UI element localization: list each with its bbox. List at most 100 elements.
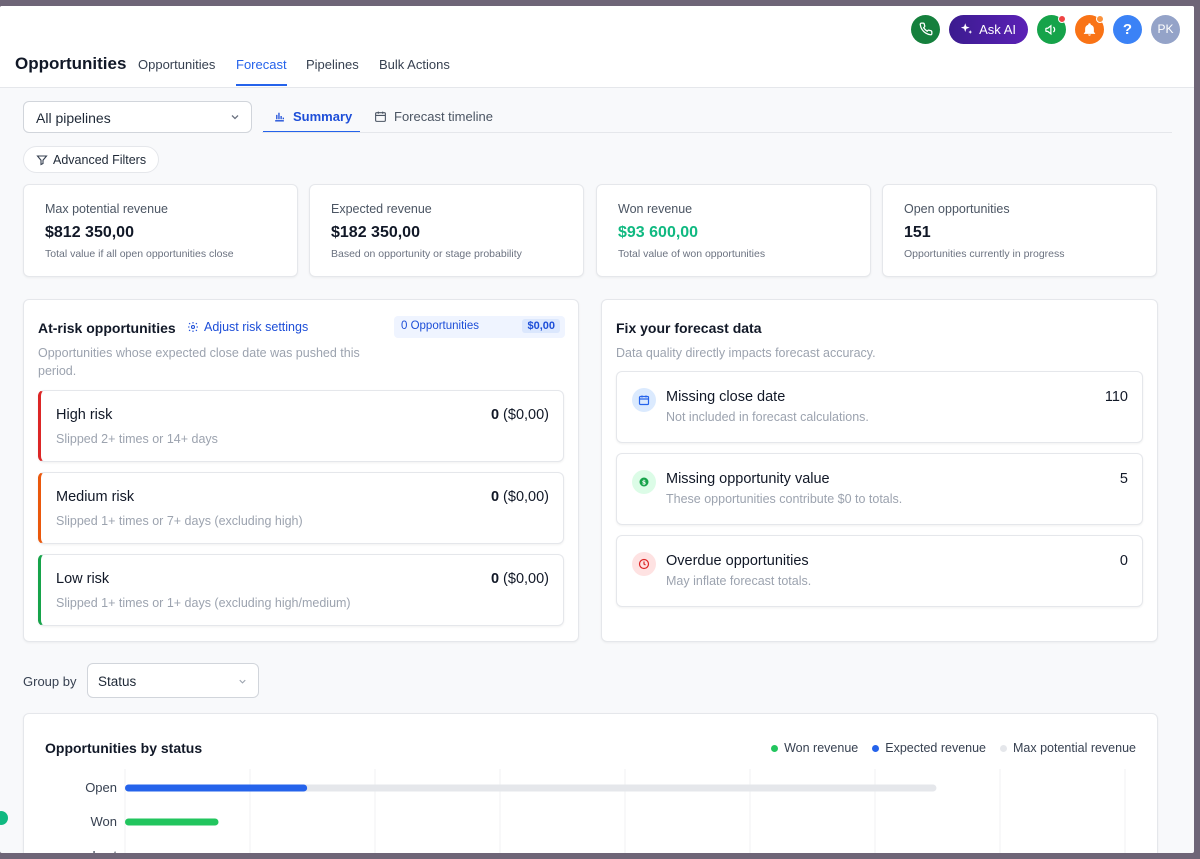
divider xyxy=(262,132,1172,133)
bar-chart-icon xyxy=(275,112,284,122)
bar-expected-revenue[interactable] xyxy=(125,784,308,792)
help-button[interactable]: ? xyxy=(1113,14,1142,44)
risk-name: High risk xyxy=(56,407,113,423)
advanced-filters-button[interactable]: Advanced Filters xyxy=(23,146,160,173)
legend-label: Expected revenue xyxy=(885,741,986,755)
legend-item: Expected revenue xyxy=(872,741,986,755)
tab-forecast[interactable]: Forecast xyxy=(236,57,287,86)
kpi-card-open-opportunities: Open opportunities 151 Opportunities cur… xyxy=(882,184,1157,277)
status-dot xyxy=(0,811,8,825)
risk-count: 0 ($0,00) xyxy=(490,407,549,423)
notification-dot xyxy=(1058,14,1066,23)
legend-label: Won revenue xyxy=(784,741,859,755)
tab-bulk-actions[interactable]: Bulk Actions xyxy=(379,57,450,72)
category-label: Won xyxy=(91,814,118,829)
header-actions: Ask AI ? PK xyxy=(911,14,1180,44)
risk-description: Slipped 1+ times or 7+ days (excluding h… xyxy=(56,514,303,528)
legend-label: Max potential revenue xyxy=(1013,741,1136,755)
chart-svg: Open Won Lost xyxy=(85,769,1126,853)
kpi-label: Expected revenue xyxy=(331,202,432,216)
kpi-subtext: Total value of won opportunities xyxy=(618,248,766,260)
at-risk-summary-badge[interactable]: 0 Opportunities $0,00 xyxy=(394,316,565,338)
fix-item-missing-value[interactable]: $ Missing opportunity value These opport… xyxy=(616,453,1143,525)
fix-item-name: Overdue opportunities xyxy=(666,553,809,569)
phone-button[interactable] xyxy=(911,14,941,44)
megaphone-icon xyxy=(1045,23,1056,35)
kpi-value: $182 350,00 xyxy=(331,224,420,241)
filter-icon xyxy=(36,154,48,165)
tab-summary[interactable]: Summary xyxy=(263,109,361,133)
risk-card-low[interactable]: Low risk Slipped 1+ times or 1+ days (ex… xyxy=(38,554,564,626)
svg-text:$: $ xyxy=(642,479,646,486)
group-by-label: Group by xyxy=(23,674,77,689)
fix-item-count: 110 xyxy=(1104,389,1128,405)
at-risk-count: 0 Opportunities xyxy=(401,320,479,332)
bell-icon xyxy=(1083,22,1096,36)
bar-won-revenue[interactable] xyxy=(125,818,219,826)
kpi-label: Open opportunities xyxy=(904,202,1010,216)
legend-item: Won revenue xyxy=(771,741,858,755)
risk-card-high[interactable]: High risk Slipped 2+ times or 14+ days 0… xyxy=(38,390,564,462)
kpi-value: $812 350,00 xyxy=(45,224,134,241)
tab-forecast-timeline-label: Forecast timeline xyxy=(394,109,493,124)
at-risk-panel: At-risk opportunities Adjust risk settin… xyxy=(23,299,579,642)
announcements-button[interactable] xyxy=(1037,14,1066,44)
avatar[interactable]: PK xyxy=(1151,14,1180,44)
fix-item-missing-close-date[interactable]: Missing close date Not included in forec… xyxy=(616,371,1143,443)
group-by-value: Status xyxy=(98,674,137,689)
at-risk-amount: $0,00 xyxy=(522,319,560,333)
tab-forecast-timeline[interactable]: Forecast timeline xyxy=(374,109,493,131)
legend-swatch xyxy=(872,744,880,752)
risk-card-medium[interactable]: Medium risk Slipped 1+ times or 7+ days … xyxy=(38,472,564,544)
pipeline-select-value: All pipelines xyxy=(36,110,111,126)
fix-item-count: 5 xyxy=(1119,471,1128,487)
at-risk-description: Opportunities whose expected close date … xyxy=(38,346,360,378)
phone-icon xyxy=(919,22,933,36)
dollar-icon: $ xyxy=(632,470,656,494)
legend-swatch xyxy=(1000,744,1007,752)
kpi-card-expected: Expected revenue $182 350,00 Based on op… xyxy=(309,184,584,277)
bar-max-potential-revenue[interactable] xyxy=(125,784,937,792)
kpi-subtext: Total value if all open opportunities cl… xyxy=(45,248,234,260)
notifications-button[interactable] xyxy=(1075,14,1104,44)
fix-item-overdue[interactable]: Overdue opportunities May inflate foreca… xyxy=(616,535,1143,607)
top-header: Opportunities Opportunities Forecast Pip… xyxy=(0,6,1194,88)
fix-item-description: May inflate forecast totals. xyxy=(666,574,812,588)
clock-icon xyxy=(632,552,656,576)
gear-icon xyxy=(188,322,198,332)
chart-panel: Opportunities by status Won revenue Expe… xyxy=(23,713,1158,853)
page-title: Opportunities xyxy=(15,54,127,73)
calendar-icon xyxy=(375,111,386,122)
risk-description: Slipped 1+ times or 1+ days (excluding h… xyxy=(56,596,351,610)
tab-opportunities[interactable]: Opportunities xyxy=(138,57,216,72)
group-by-select[interactable]: Status xyxy=(87,663,259,698)
ask-ai-label: Ask AI xyxy=(979,21,1016,37)
advanced-filters-label: Advanced Filters xyxy=(53,152,147,167)
ask-ai-button[interactable]: Ask AI xyxy=(949,14,1028,44)
category-label: Lost xyxy=(92,848,117,853)
category-label: Open xyxy=(85,780,117,795)
at-risk-title: At-risk opportunities xyxy=(38,320,176,336)
kpi-card-max-potential: Max potential revenue $812 350,00 Total … xyxy=(23,184,298,277)
legend-swatch xyxy=(771,744,779,752)
fix-item-description: These opportunities contribute $0 to tot… xyxy=(666,492,903,506)
calendar-icon xyxy=(632,388,656,412)
kpi-label: Max potential revenue xyxy=(45,202,168,216)
risk-description: Slipped 2+ times or 14+ days xyxy=(56,432,218,446)
kpi-label: Won revenue xyxy=(618,202,693,216)
fix-forecast-panel: Fix your forecast data Data quality dire… xyxy=(601,299,1158,642)
kpi-subtext: Opportunities currently in progress xyxy=(904,248,1065,260)
kpi-subtext: Based on opportunity or stage probabilit… xyxy=(331,248,522,260)
pipeline-select[interactable]: All pipelines xyxy=(23,101,252,133)
adjust-risk-settings-link[interactable]: Adjust risk settings xyxy=(187,320,308,334)
risk-name: Medium risk xyxy=(56,489,135,505)
tab-summary-label: Summary xyxy=(293,109,353,124)
legend-item: Max potential revenue xyxy=(1000,741,1136,755)
tab-pipelines[interactable]: Pipelines xyxy=(306,57,359,72)
chevron-down-icon xyxy=(231,115,239,120)
kpi-value: 151 xyxy=(904,224,931,241)
risk-name: Low risk xyxy=(56,571,110,587)
risk-count: 0 ($0,00) xyxy=(490,489,549,505)
fix-item-name: Missing close date xyxy=(666,389,786,405)
kpi-value: $93 600,00 xyxy=(618,224,699,241)
